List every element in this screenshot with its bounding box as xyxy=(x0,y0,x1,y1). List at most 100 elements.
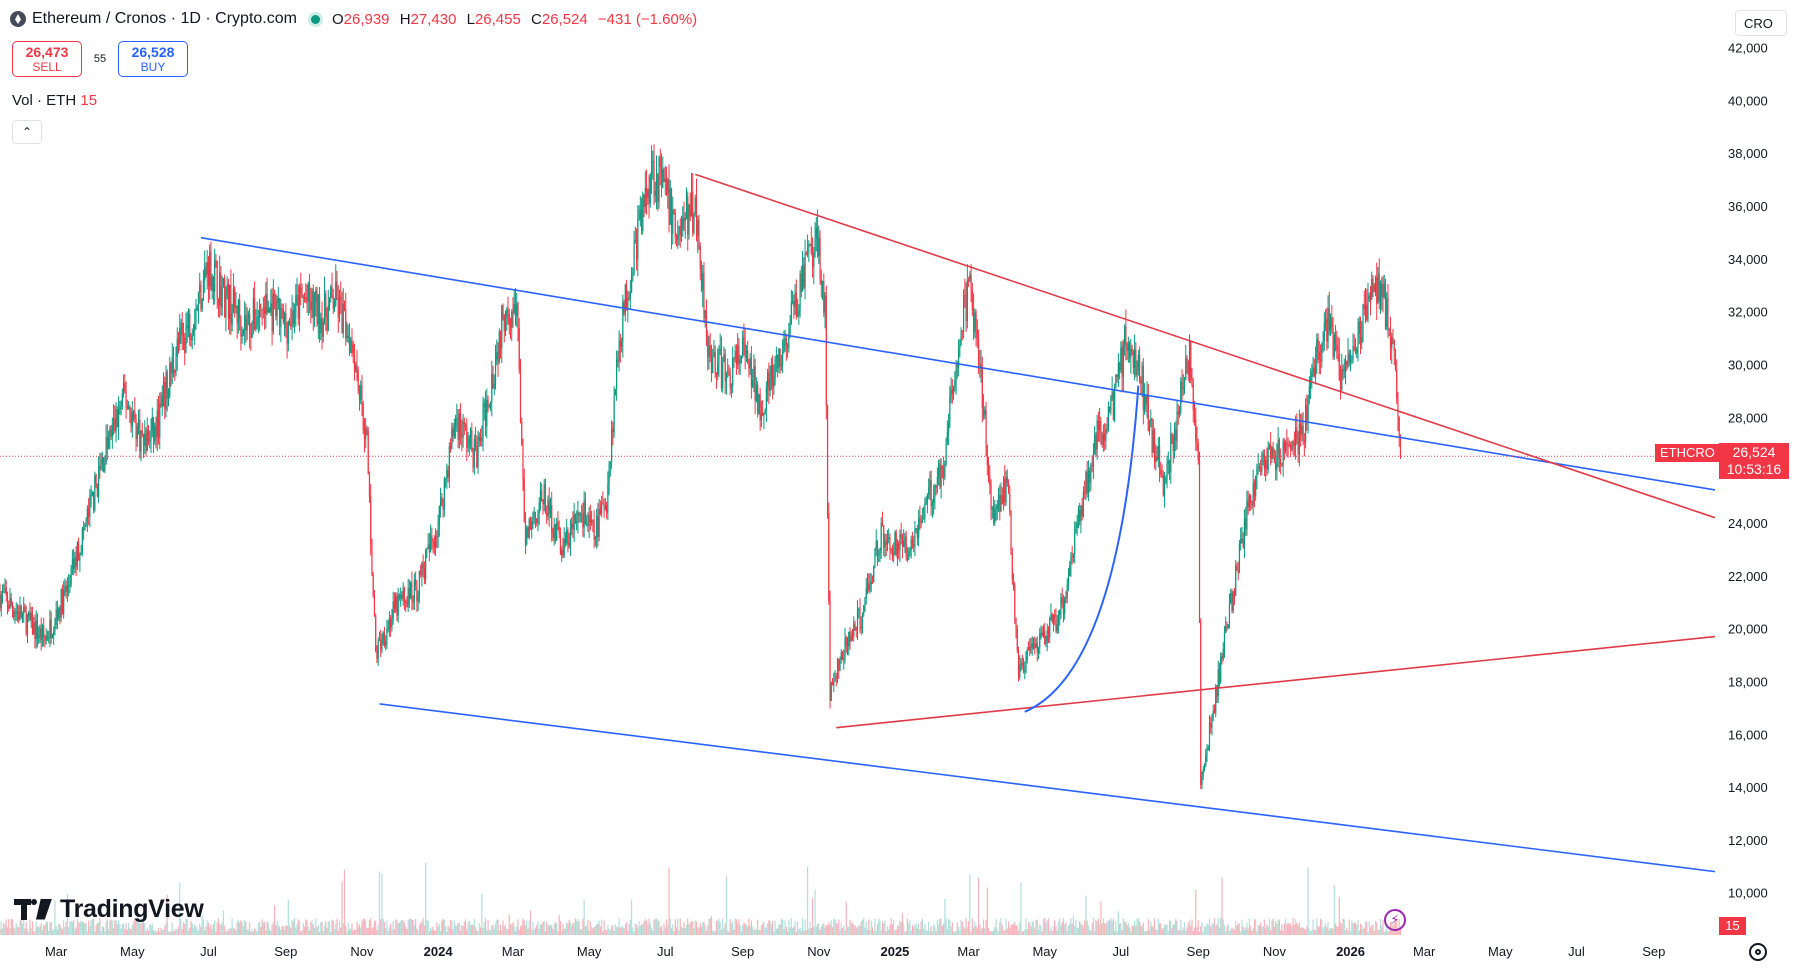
candle xyxy=(1168,459,1171,480)
candle xyxy=(408,579,411,608)
candle xyxy=(1007,479,1010,494)
candle xyxy=(804,239,806,300)
volume-bar xyxy=(292,921,294,935)
candle xyxy=(260,303,262,318)
volume-bar xyxy=(1240,931,1242,935)
volume-bar xyxy=(28,931,30,935)
volume-bar xyxy=(371,928,373,935)
candle xyxy=(1366,288,1368,322)
candle xyxy=(879,547,881,563)
arc-drawing[interactable] xyxy=(1024,385,1140,713)
candle xyxy=(91,490,93,497)
volume-bar xyxy=(926,930,928,935)
volume-bar xyxy=(946,929,948,935)
candle xyxy=(1257,453,1259,475)
candle xyxy=(981,356,983,423)
candle xyxy=(265,281,267,329)
volume-bar xyxy=(1364,921,1367,935)
volume-bar xyxy=(1094,931,1096,935)
volume-bar xyxy=(1127,923,1129,935)
candle xyxy=(71,549,73,575)
candle xyxy=(876,540,879,567)
candle xyxy=(1245,507,1247,537)
candle xyxy=(969,270,971,283)
candle xyxy=(93,491,95,514)
candle xyxy=(951,379,953,404)
volume-bar xyxy=(172,931,175,935)
symbol-title[interactable]: Ethereum / Cronos · 1D · Crypto.com xyxy=(32,10,297,27)
candle xyxy=(214,248,216,305)
trendline[interactable] xyxy=(200,236,1716,491)
currency-selector[interactable]: CRO xyxy=(1735,10,1787,36)
volume-bar xyxy=(335,923,337,935)
trendline[interactable] xyxy=(836,635,1716,729)
candle xyxy=(571,517,573,536)
candle xyxy=(1206,744,1208,762)
volume-bar xyxy=(189,927,191,935)
candle xyxy=(531,516,533,539)
candle xyxy=(679,218,681,248)
volume-bar xyxy=(739,925,741,935)
volume-bar xyxy=(856,927,859,935)
trendline[interactable] xyxy=(379,703,1716,873)
volume-bar xyxy=(1131,925,1133,935)
settings-gear-icon[interactable] xyxy=(1749,943,1767,961)
volume-bar xyxy=(813,927,815,935)
candle xyxy=(1021,654,1023,670)
lightning-icon[interactable]: ⚡ xyxy=(1384,909,1406,931)
volume-bar xyxy=(362,919,364,935)
volume-bar xyxy=(261,919,263,935)
volume-tag: 15 xyxy=(1719,917,1746,935)
candle xyxy=(768,362,770,404)
volume-bar xyxy=(296,923,298,935)
volume-bar xyxy=(720,929,723,935)
volume-bar xyxy=(508,914,510,935)
volume-bar xyxy=(819,929,821,935)
tradingview-logo[interactable]: TradingView xyxy=(14,895,204,924)
trendline[interactable] xyxy=(694,173,1716,519)
volume-legend[interactable]: Vol · ETH 15 xyxy=(12,92,98,109)
candle xyxy=(335,264,337,308)
candle xyxy=(115,402,117,443)
candle xyxy=(197,291,200,324)
candle xyxy=(357,366,359,395)
candle xyxy=(76,540,78,570)
volume-bar xyxy=(673,931,675,935)
candle xyxy=(353,343,356,381)
volume-bar xyxy=(74,929,76,935)
volume-bar xyxy=(979,924,981,935)
candle xyxy=(501,304,503,364)
volume-bar xyxy=(286,925,288,935)
candle xyxy=(1081,497,1083,521)
volume-bar xyxy=(351,923,353,935)
volume-bar xyxy=(1036,919,1038,935)
volume-bar xyxy=(705,931,708,935)
candle xyxy=(186,311,188,344)
candle xyxy=(773,364,775,395)
candle xyxy=(613,386,615,438)
candle xyxy=(302,294,304,309)
candle xyxy=(542,499,544,515)
volume-bar xyxy=(1002,930,1005,935)
candle xyxy=(1311,364,1313,389)
candle xyxy=(1177,404,1179,425)
volume-bar xyxy=(1207,924,1209,935)
volume-bar xyxy=(894,930,896,935)
candle xyxy=(683,201,685,232)
candle xyxy=(423,561,425,585)
candle xyxy=(169,356,171,399)
volume-bar xyxy=(1260,922,1262,935)
volume-bar xyxy=(1156,930,1158,935)
volume-bar xyxy=(1223,925,1226,935)
candle xyxy=(1341,353,1343,392)
candle xyxy=(1178,405,1181,418)
volume-bar xyxy=(623,928,625,935)
volume-bar xyxy=(236,921,238,935)
buy-button[interactable]: 26,528 BUY xyxy=(118,41,188,77)
candle xyxy=(242,328,244,337)
candle xyxy=(1282,437,1284,477)
sell-button[interactable]: 26,473 SELL xyxy=(12,41,82,77)
chevron-up-icon[interactable]: ⌃ xyxy=(12,120,42,144)
candle xyxy=(1275,450,1277,481)
